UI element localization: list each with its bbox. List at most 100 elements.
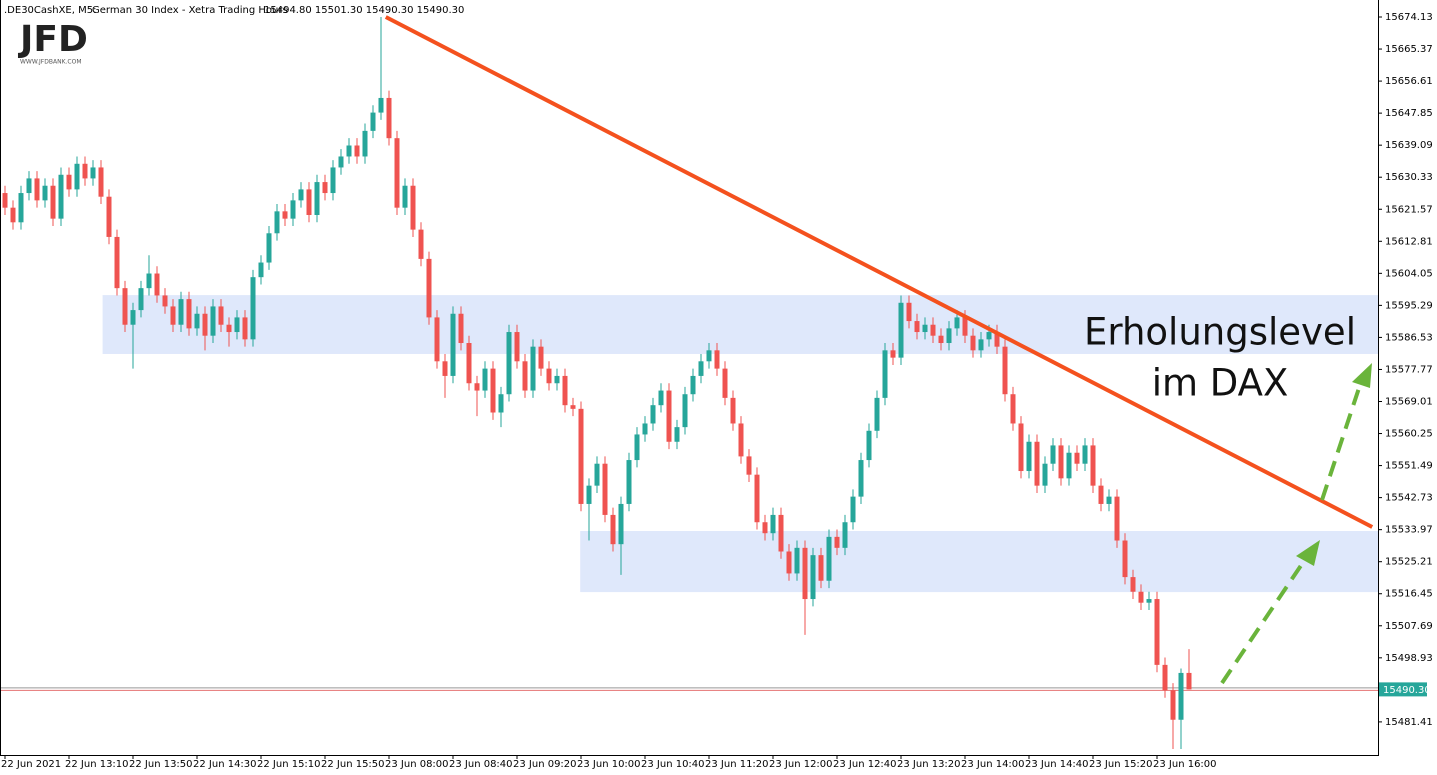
candle-body xyxy=(458,313,464,344)
header-description: German 30 Index - Xetra Trading Hours xyxy=(92,5,288,16)
candle-body xyxy=(306,189,312,215)
candle-body xyxy=(594,463,600,486)
candle-body xyxy=(906,302,912,322)
candle-body xyxy=(498,394,504,413)
candle-body xyxy=(930,324,936,336)
candle-body xyxy=(954,317,960,329)
y-tick-label: 15595.29 xyxy=(1385,300,1433,311)
candle-body xyxy=(882,350,888,398)
candle-body xyxy=(338,156,344,168)
arrow xyxy=(1220,384,1362,685)
x-tick-label: 23 Jun 11:20 xyxy=(705,759,769,770)
last-price-label: 15490.30 xyxy=(1383,685,1431,696)
candle-body xyxy=(986,332,992,340)
candle-body xyxy=(362,130,368,157)
candle-body xyxy=(850,496,856,523)
candle-body xyxy=(890,350,896,358)
y-tick-label: 15560.25 xyxy=(1385,429,1433,440)
arrow-head xyxy=(1352,363,1372,388)
x-tick-label: 23 Jun 10:40 xyxy=(641,759,705,770)
candle-body xyxy=(514,332,520,362)
candle-body xyxy=(626,460,632,504)
candle-body xyxy=(1098,485,1104,504)
candle-body xyxy=(1050,445,1056,464)
candle-body xyxy=(1122,540,1128,578)
y-tick-label: 15612.81 xyxy=(1385,236,1433,247)
candle-body xyxy=(106,196,112,237)
zone xyxy=(102,295,1379,354)
candle-body xyxy=(394,138,400,208)
candle-body xyxy=(1026,441,1032,472)
candle-body xyxy=(194,313,200,329)
x-tick-label: 22 Jun 15:50 xyxy=(321,759,385,770)
candle-body xyxy=(1042,463,1048,486)
candle-body xyxy=(370,112,376,131)
candle-body xyxy=(530,346,536,391)
candle-body xyxy=(1002,346,1008,395)
candle-body xyxy=(722,368,728,398)
candle-body xyxy=(618,503,624,545)
annotation: Erholungslevel xyxy=(1084,311,1356,354)
candle-body xyxy=(122,288,128,325)
candle-body xyxy=(154,273,160,296)
x-tick-label: 22 Jun 15:10 xyxy=(257,759,321,770)
y-tick-label: 15621.57 xyxy=(1385,204,1433,215)
candle-body xyxy=(834,536,840,548)
candle-body xyxy=(418,229,424,259)
candle-body xyxy=(674,427,680,442)
candle-body xyxy=(138,288,144,311)
x-tick-label: 23 Jun 08:40 xyxy=(449,759,513,770)
candle-body xyxy=(250,277,256,340)
candle-body xyxy=(386,97,392,139)
x-tick-label: 23 Jun 10:00 xyxy=(577,759,641,770)
candle-body xyxy=(482,368,488,391)
y-tick-label: 15525.21 xyxy=(1385,557,1433,568)
candle-body xyxy=(90,167,96,179)
x-tick-label: 23 Jun 12:40 xyxy=(833,759,897,770)
candle-body xyxy=(962,317,968,336)
candle-body xyxy=(490,368,496,413)
candle-body xyxy=(562,375,568,406)
candle-body xyxy=(658,390,664,406)
candle-body xyxy=(642,423,648,435)
candle-body xyxy=(474,383,480,391)
y-tick-label: 15639.09 xyxy=(1385,140,1433,151)
candle-body xyxy=(522,361,528,391)
candle-body xyxy=(994,332,1000,347)
candle-body xyxy=(354,145,360,157)
candle-body xyxy=(1186,672,1192,690)
candle-body xyxy=(554,375,560,384)
candle-body xyxy=(34,178,40,201)
candle-body xyxy=(466,343,472,384)
y-tick-label: 15551.49 xyxy=(1385,461,1433,472)
candle-body xyxy=(794,547,800,574)
candle-body xyxy=(258,262,264,278)
candle-body xyxy=(66,174,72,190)
candle-body xyxy=(818,555,824,581)
candle-body xyxy=(410,185,416,230)
candle-body xyxy=(242,317,248,340)
candle-body xyxy=(434,317,440,362)
x-tick-label: 23 Jun 13:20 xyxy=(897,759,961,770)
candle-body xyxy=(538,346,544,369)
y-tick-label: 15647.85 xyxy=(1385,108,1433,119)
candle-body xyxy=(698,361,704,376)
candle-body xyxy=(1114,496,1120,541)
candle-body xyxy=(978,339,984,351)
candle-body xyxy=(1018,423,1024,472)
y-tick-label: 15674.13 xyxy=(1385,12,1433,23)
candle-body xyxy=(546,368,552,384)
candle-body xyxy=(1170,690,1176,720)
candle-body xyxy=(666,390,672,442)
y-tick-label: 15577.77 xyxy=(1385,364,1433,375)
arrow-shaft xyxy=(1320,384,1362,501)
candle-body xyxy=(114,236,120,289)
y-tick-label: 15665.37 xyxy=(1385,44,1433,55)
candle-body xyxy=(586,485,592,504)
header-quote: 15494.80 15501.30 15490.30 15490.30 xyxy=(264,5,464,16)
candle-body xyxy=(1082,445,1088,464)
candle-body xyxy=(178,299,184,325)
x-tick-label: 23 Jun 09:20 xyxy=(513,759,577,770)
candle-body xyxy=(506,332,512,395)
